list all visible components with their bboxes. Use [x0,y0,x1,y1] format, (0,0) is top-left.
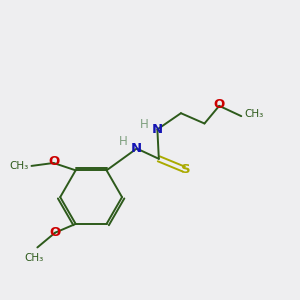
Text: O: O [50,226,61,239]
Text: CH₃: CH₃ [10,161,29,171]
Text: N: N [131,142,142,155]
Text: CH₃: CH₃ [25,253,44,263]
Text: H: H [119,135,128,148]
Text: O: O [48,155,59,168]
Text: S: S [181,163,191,176]
Text: CH₃: CH₃ [244,109,263,119]
Text: H: H [140,118,148,130]
Text: O: O [214,98,225,111]
Text: N: N [152,123,163,136]
